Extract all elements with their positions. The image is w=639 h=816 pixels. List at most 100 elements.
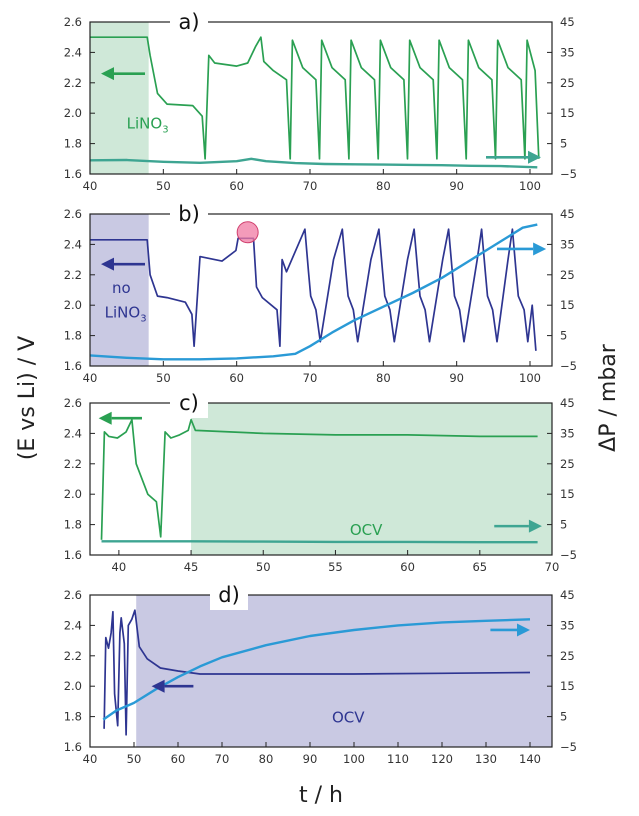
annotation: OCV <box>350 521 383 539</box>
annotation: no <box>112 279 131 297</box>
x-axis-label: t / h <box>299 783 343 808</box>
pressure-series <box>102 618 531 721</box>
panel-label: b) <box>178 202 200 226</box>
y2-tick-label: −5 <box>560 548 577 562</box>
panel-label: a) <box>178 10 199 34</box>
y2-tick-label: 25 <box>560 76 575 90</box>
panel-a: LiNO3 40 50 60 70 80 90 100 1.6 1.8 2.0 2.2 2.4 2.6 −… <box>64 7 577 193</box>
panel-d: OCV 40 50 60 70 80 90 100 110 120 130 140 1.6 1.8 2.0… <box>64 580 577 766</box>
right-axis-arrow <box>494 519 542 533</box>
panel-b: no LiNO3 40 50 60 70 80 90 100 1.6 1.8 2.0 2.2 2.4 2.… <box>64 199 577 385</box>
y2-tick-label: 15 <box>560 298 575 312</box>
x-tick-label: 80 <box>259 752 274 766</box>
y-tick-label: 1.8 <box>64 518 82 532</box>
y-axis-label-right: ΔP / mbar <box>596 343 621 452</box>
y-tick-label: 2.6 <box>64 207 82 221</box>
pressure-series <box>101 540 538 544</box>
annotation: LiNO3 <box>105 303 147 324</box>
y2-tick-label: 5 <box>560 518 567 532</box>
y-tick-label: 1.8 <box>64 710 82 724</box>
y-tick-label: 2.4 <box>64 237 82 251</box>
x-tick-label: 100 <box>519 179 541 193</box>
y2-tick-label: 45 <box>560 396 575 410</box>
y2-tick-label: 25 <box>560 649 575 663</box>
x-tick-label: 70 <box>303 371 318 385</box>
y2-tick-label: 35 <box>560 426 575 440</box>
x-tick-label: 100 <box>343 752 365 766</box>
x-tick-label: 60 <box>171 752 186 766</box>
y-tick-label: 2.2 <box>64 268 82 282</box>
panel-label-bg <box>170 388 208 418</box>
y2-tick-label: 15 <box>560 106 575 120</box>
y-tick-label: 2.4 <box>64 426 82 440</box>
y2-tick-label: 35 <box>560 618 575 632</box>
voltage-series <box>90 36 540 160</box>
shaded-region <box>90 22 149 174</box>
right-axis-arrow <box>497 242 547 256</box>
y-axis-label-left: (E vs Li) / V <box>15 336 40 460</box>
plot-frame <box>89 402 553 556</box>
y2-tick-label: 35 <box>560 45 575 59</box>
y-tick-label: 2.6 <box>64 15 82 29</box>
y2-tick-label: 5 <box>560 329 567 343</box>
x-tick-label: 100 <box>519 371 541 385</box>
panel-label-bg <box>170 7 208 37</box>
panel-label: d) <box>218 583 240 607</box>
y2-tick-label: −5 <box>560 359 577 373</box>
panel-label-bg <box>210 580 248 610</box>
y2-tick-label: 5 <box>560 137 567 151</box>
right-axis-arrow <box>490 623 530 637</box>
x-tick-label: 70 <box>215 752 230 766</box>
annotation: OCV <box>332 709 365 727</box>
x-tick-label: 45 <box>184 560 199 574</box>
pressure-series <box>90 157 538 169</box>
plot-frame <box>89 21 553 175</box>
annotation: LiNO3 <box>127 114 169 135</box>
y-tick-label: 2.4 <box>64 618 82 632</box>
y2-tick-label: 15 <box>560 487 575 501</box>
right-axis-arrow <box>486 150 541 164</box>
plot-frame <box>89 594 553 748</box>
left-axis-arrow <box>98 411 142 425</box>
y2-tick-label: 25 <box>560 268 575 282</box>
y-tick-label: 1.6 <box>64 359 82 373</box>
x-tick-label: 70 <box>545 560 560 574</box>
x-tick-label: 55 <box>328 560 343 574</box>
x-tick-label: 130 <box>475 752 497 766</box>
left-axis-arrow <box>151 679 194 693</box>
x-tick-label: 40 <box>112 560 127 574</box>
voltage-series <box>90 228 537 351</box>
x-tick-label: 120 <box>431 752 453 766</box>
x-tick-label: 50 <box>156 179 171 193</box>
shaded-region <box>191 403 552 555</box>
y2-tick-label: −5 <box>560 167 577 181</box>
y2-tick-label: −5 <box>560 740 577 754</box>
x-tick-label: 40 <box>83 371 98 385</box>
x-tick-label: 60 <box>229 179 244 193</box>
x-tick-label: 80 <box>376 179 391 193</box>
x-tick-label: 90 <box>449 179 464 193</box>
y2-tick-label: 25 <box>560 457 575 471</box>
highlight-marker <box>236 221 259 244</box>
pressure-series <box>90 223 538 361</box>
y2-tick-label: 15 <box>560 679 575 693</box>
y-tick-label: 2.6 <box>64 588 82 602</box>
x-tick-label: 65 <box>472 560 487 574</box>
voltage-series <box>100 418 538 540</box>
y-tick-label: 2.0 <box>64 106 82 120</box>
y-tick-label: 2.2 <box>64 76 82 90</box>
x-tick-label: 40 <box>83 752 98 766</box>
y2-tick-label: 5 <box>560 710 567 724</box>
x-tick-label: 60 <box>400 560 415 574</box>
x-tick-label: 50 <box>156 371 171 385</box>
y-tick-label: 1.6 <box>64 740 82 754</box>
y-tick-label: 2.6 <box>64 396 82 410</box>
x-tick-label: 40 <box>83 179 98 193</box>
y-tick-label: 2.0 <box>64 298 82 312</box>
x-tick-label: 90 <box>449 371 464 385</box>
x-tick-label: 60 <box>229 371 244 385</box>
y-tick-label: 2.0 <box>64 487 82 501</box>
y2-tick-label: 45 <box>560 15 575 29</box>
y-tick-label: 1.8 <box>64 137 82 151</box>
